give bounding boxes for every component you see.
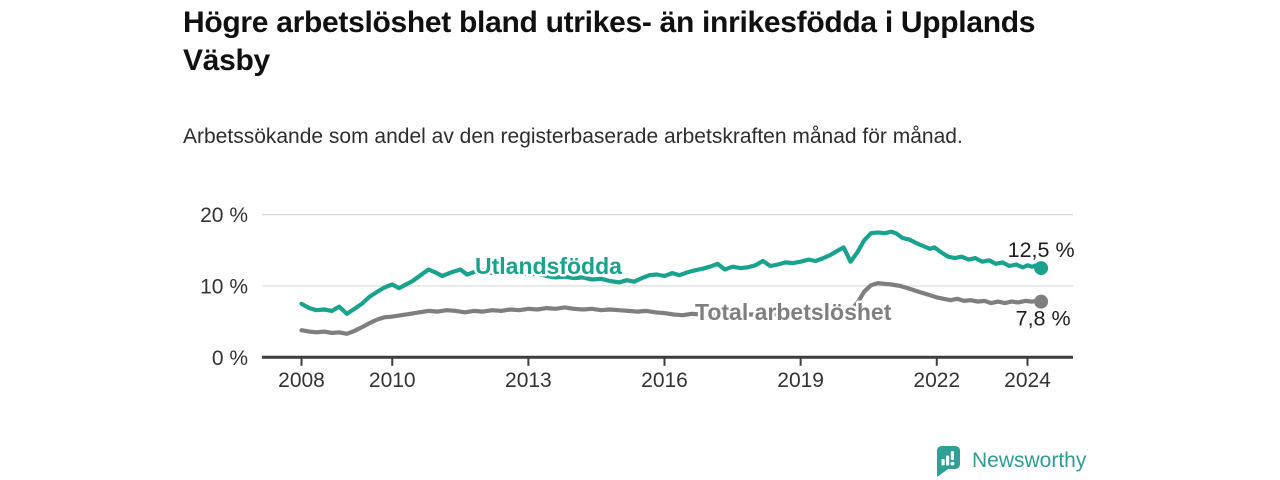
chart-title: Högre arbetslöshet bland utrikes- än inr… [183,6,1036,77]
x-axis-tick-label: 2019 [777,369,824,392]
x-axis-tick-label: 2008 [278,369,325,392]
x-axis-tick-label: 2024 [1004,369,1051,392]
series-line-1 [299,280,1044,336]
x-axis-tick-label: 2013 [505,369,552,392]
x-axis-tick-label: 2016 [641,369,688,392]
y-axis-tick-label: 0 % [212,347,248,370]
chart-canvas: 0 % 10 % 20 % 2008 2010 2013 2016 2019 2022 2024 U… [200,204,1077,392]
series-end-dot-1 [1034,294,1049,309]
line-chart: 0 % 10 % 20 % 2008 2010 2013 2016 2019 2022 2024 U… [0,195,1280,400]
x-axis-tick-label: 2022 [913,369,960,392]
brand-footer: Newsworthy [936,445,1086,478]
brand-name: Newsworthy [972,449,1087,472]
series-end-label-1: 7,8 % [1016,307,1071,331]
series-label-1: Total arbetslöshet [695,299,892,325]
y-axis-tick-label: 20 % [200,204,248,227]
chart-subtitle: Arbetssökande som andel av den registerb… [183,125,963,148]
newsworthy-logo-icon [937,446,960,477]
series-line-0 [299,229,1044,316]
y-axis-tick-label: 10 % [200,275,248,298]
x-axis-tick-label: 2010 [369,369,416,392]
series-label-0: Utlandsfödda [475,253,622,279]
series-end-dot-0 [1034,261,1049,276]
series-end-label-0: 12,5 % [1008,238,1075,262]
